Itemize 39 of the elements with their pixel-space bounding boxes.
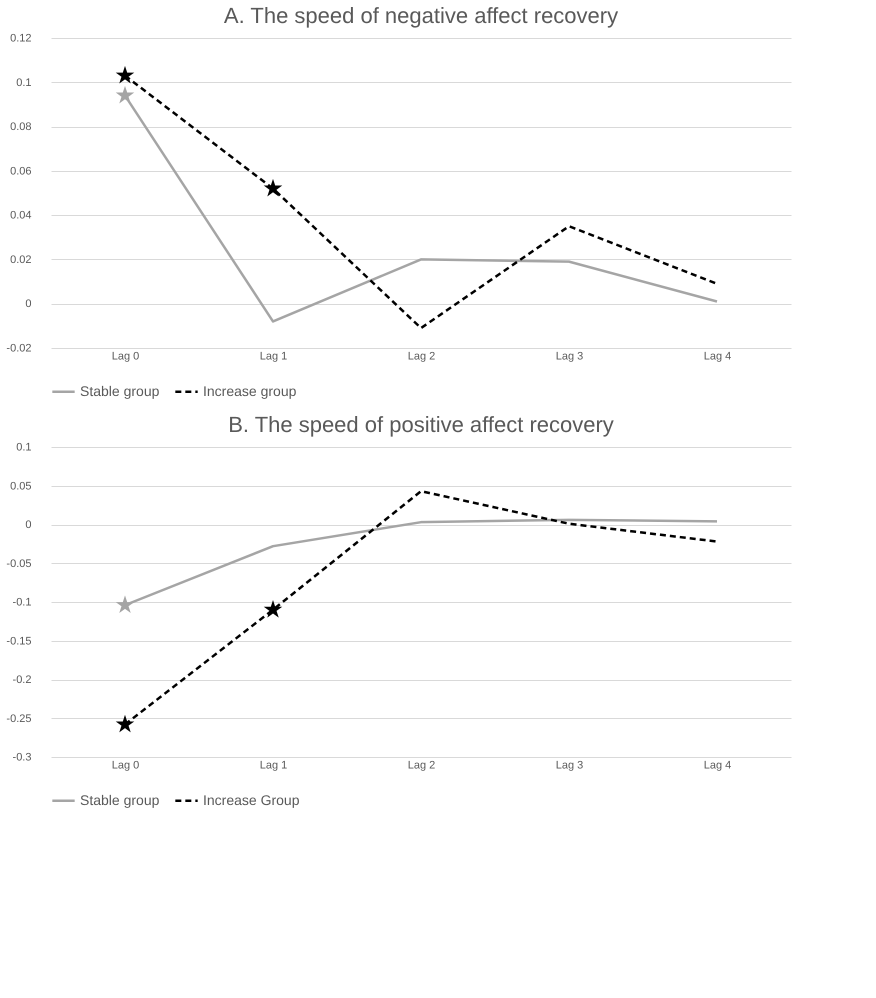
legend-label: Stable group: [80, 382, 160, 399]
point: [116, 595, 134, 613]
legend-label: Increase group: [203, 382, 297, 399]
y-tick-label: 0: [25, 298, 32, 310]
y-tick-label: -0.2: [12, 674, 32, 686]
chart-title: B. The speed of positive affect recovery: [228, 412, 614, 437]
y-tick-label: 0.05: [10, 480, 32, 492]
y-tick-label: -0.25: [6, 712, 32, 725]
y-tick-label: 0.08: [10, 121, 32, 134]
point: [116, 86, 134, 104]
chart-title: A. The speed of negative affect recovery: [224, 3, 618, 28]
x-tick-label: Lag 0: [112, 350, 140, 362]
legend-label: Increase Group: [203, 792, 300, 808]
y-tick-label: 0.02: [10, 254, 32, 266]
x-tick-label: Lag 4: [704, 350, 732, 362]
legend-label: Stable group: [80, 792, 160, 808]
point: [116, 714, 134, 732]
x-tick-label: Lag 4: [704, 760, 732, 772]
y-tick-label: 0.1: [16, 442, 32, 454]
point: [264, 178, 282, 196]
y-tick-label: 0.06: [10, 165, 32, 178]
y-tick-label: -0.3: [12, 752, 32, 764]
x-tick-label: Lag 3: [556, 350, 584, 362]
point: [116, 66, 134, 84]
point: [264, 600, 282, 618]
y-tick-label: 0.1: [16, 76, 32, 89]
y-tick-label: -0.1: [12, 596, 32, 608]
x-tick-label: Lag 2: [408, 760, 436, 772]
x-tick-label: Lag 1: [260, 760, 288, 772]
x-tick-label: Lag 1: [260, 350, 288, 362]
y-tick-label: -0.05: [6, 558, 32, 570]
y-tick-label: -0.02: [6, 342, 32, 354]
y-tick-label: -0.15: [6, 635, 32, 648]
x-tick-label: Lag 2: [408, 350, 436, 362]
y-tick-label: 0.04: [10, 210, 32, 222]
x-tick-label: Lag 0: [112, 760, 140, 772]
x-tick-label: Lag 3: [556, 760, 584, 772]
y-tick-label: 0.12: [10, 32, 32, 44]
y-tick-label: 0: [25, 519, 32, 531]
